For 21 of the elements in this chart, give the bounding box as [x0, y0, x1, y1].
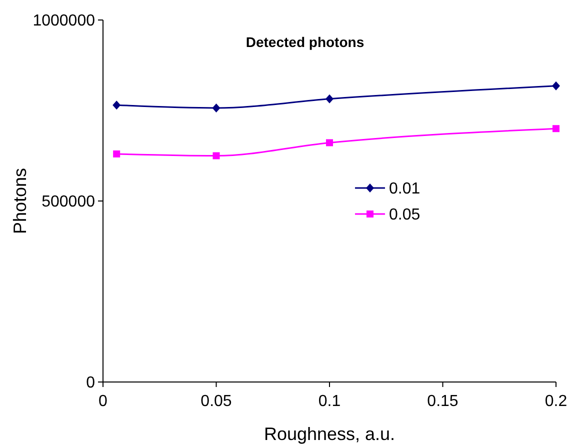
text: Detected photons: [246, 34, 364, 50]
y-tick-label: 1000000: [32, 12, 96, 30]
y-tick-label: 0: [86, 374, 96, 392]
point: [212, 152, 220, 160]
point: [212, 103, 220, 112]
x-tick-label: 0.1: [318, 393, 341, 410]
point: [552, 125, 560, 132]
y-tick-label: 500000: [42, 194, 96, 211]
x-tick-label: 0.05: [200, 393, 232, 410]
x-axis-title: Roughness, a.u.: [264, 424, 396, 444]
point: [326, 94, 334, 104]
y-axis-title: Photons: [10, 168, 30, 234]
legend-label: 0.05: [389, 206, 420, 224]
x-tick-label: 0.2: [544, 393, 568, 410]
point: [326, 139, 333, 146]
point: [112, 100, 121, 110]
point: [113, 150, 120, 158]
point: [552, 81, 560, 90]
legend-label: 0.01: [389, 180, 420, 198]
x-tick-label: 0.15: [427, 393, 458, 410]
x-tick-label: 0: [98, 393, 108, 410]
